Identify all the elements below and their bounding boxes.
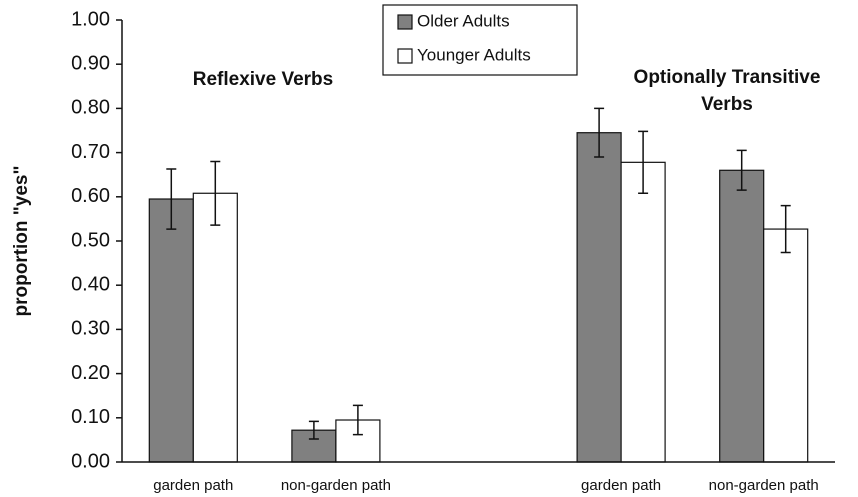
bar: [719, 169, 765, 463]
bar: [148, 198, 194, 463]
bar: [192, 192, 238, 463]
x-tick-label: non-garden path: [709, 477, 819, 494]
legend-label: Younger Adults: [417, 45, 531, 64]
y-tick-label: 0.90: [71, 52, 110, 74]
error-bar: [594, 107, 605, 158]
x-tick-label: garden path: [153, 477, 233, 494]
legend: [382, 4, 578, 76]
y-tick-label: 0.60: [71, 185, 110, 207]
error-bar: [166, 168, 177, 230]
bar: [763, 228, 809, 463]
legend-swatch: [397, 14, 413, 30]
y-tick-label: 0.40: [71, 273, 110, 295]
annotation: Verbs: [701, 94, 753, 115]
y-tick-label: 0.20: [71, 362, 110, 384]
y-tick-label: 0.10: [71, 406, 110, 428]
bar: [576, 132, 622, 463]
error-bar: [736, 149, 747, 191]
annotation: Optionally Transitive: [634, 67, 821, 88]
bar: [620, 161, 666, 463]
annotation: Reflexive Verbs: [193, 69, 333, 90]
x-tick-label: garden path: [581, 477, 661, 494]
y-tick-label: 1.00: [71, 8, 110, 30]
error-bar: [308, 420, 319, 440]
y-tick-label: 0.00: [71, 450, 110, 472]
error-bar: [780, 204, 791, 254]
error-bar: [352, 404, 363, 436]
y-tick-label: 0.30: [71, 318, 110, 340]
error-bar: [210, 160, 221, 226]
legend-label: Older Adults: [417, 11, 510, 30]
y-axis-label: proportion "yes": [11, 165, 32, 316]
y-tick-label: 0.70: [71, 141, 110, 163]
error-bar: [638, 130, 649, 195]
legend-swatch: [397, 48, 413, 64]
y-tick-label: 0.80: [71, 97, 110, 119]
x-tick-label: non-garden path: [281, 477, 391, 494]
y-tick-label: 0.50: [71, 229, 110, 251]
